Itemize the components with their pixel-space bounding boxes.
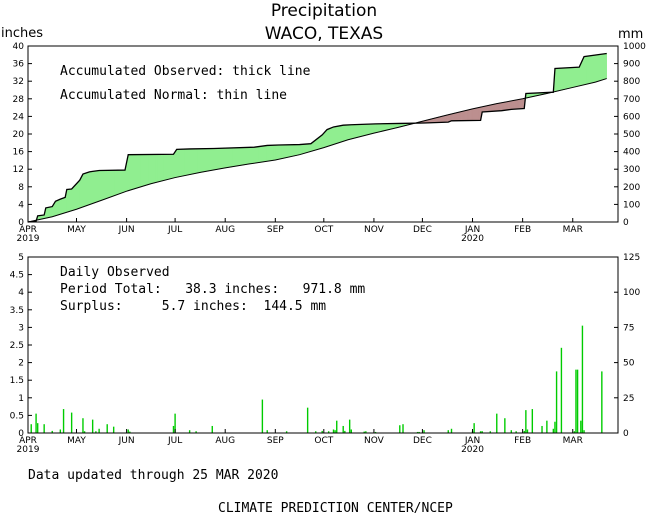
x-month-label: DEC <box>413 225 432 235</box>
x-year-label: 2020 <box>461 445 484 455</box>
right-tick-label: 400 <box>623 148 640 158</box>
right-tick-label: 100 <box>623 288 640 298</box>
x-month-label: DEC <box>413 436 432 446</box>
x-month-label: MAY <box>67 225 86 235</box>
x-month-label: AUG <box>215 436 235 446</box>
right-tick-label: 125 <box>623 253 640 263</box>
right-tick-label: 200 <box>623 183 640 193</box>
right-tick-label: 0 <box>623 429 629 439</box>
left-tick-label: 0 <box>18 429 24 439</box>
x-month-label: OCT <box>314 225 333 235</box>
left-tick-label: 2 <box>18 359 24 369</box>
credit-text: CLIMATE PREDICTION CENTER/NCEP <box>218 501 453 516</box>
x-month-label: APR <box>19 225 37 235</box>
daily-observed-label: Daily Observed <box>60 265 170 280</box>
left-tick-label: 32 <box>13 77 24 87</box>
left-tick-label: 5 <box>18 253 24 263</box>
left-tick-label: 16 <box>13 148 25 158</box>
left-tick-label: 0 <box>18 218 24 228</box>
right-tick-label: 0 <box>623 218 629 228</box>
x-year-label: 2020 <box>461 234 484 244</box>
left-tick-label: 4 <box>18 288 24 298</box>
x-month-label: NOV <box>364 436 385 446</box>
left-tick-label: 40 <box>13 42 25 52</box>
right-tick-label: 100 <box>623 200 640 210</box>
right-tick-label: 1000 <box>623 42 646 52</box>
right-unit-label: mm <box>618 27 643 42</box>
left-tick-label: 4 <box>18 200 24 210</box>
right-tick-label: 900 <box>623 60 640 70</box>
x-month-label: MAY <box>67 436 86 446</box>
surplus-text: Surplus: 5.7 inches: 144.5 mm <box>60 299 326 314</box>
left-tick-label: 8 <box>18 183 24 193</box>
difference-fill <box>604 53 607 80</box>
period-total-text: Period Total: 38.3 inches: 971.8 mm <box>60 282 365 297</box>
left-tick-label: 3 <box>18 323 24 333</box>
x-month-label: JUN <box>118 436 135 446</box>
chart-subtitle: WACO, TEXAS <box>265 24 383 44</box>
right-tick-label: 700 <box>623 95 640 105</box>
observed-line <box>27 52 607 223</box>
x-month-label: MAR <box>563 436 583 446</box>
chart-title: Precipitation <box>271 1 377 21</box>
x-month-label: SEP <box>267 225 284 235</box>
left-tick-label: 3.5 <box>10 306 24 316</box>
x-month-label: JUN <box>118 225 135 235</box>
right-tick-label: 800 <box>623 77 640 87</box>
x-month-label: FEB <box>514 225 531 235</box>
right-tick-label: 600 <box>623 112 640 122</box>
x-month-label: FEB <box>514 436 531 446</box>
data-updated-text: Data updated through 25 MAR 2020 <box>28 468 278 483</box>
right-tick-label: 300 <box>623 165 640 175</box>
left-tick-label: 0.5 <box>10 411 24 421</box>
x-month-label: JUL <box>167 436 182 446</box>
x-month-label: APR <box>19 436 37 446</box>
accumulated-panel: 0481216202428323640010020030040050060070… <box>13 42 647 244</box>
left-tick-label: 24 <box>13 112 25 122</box>
normal-line <box>27 78 607 223</box>
left-tick-label: 1 <box>18 394 24 404</box>
left-tick-label: 12 <box>13 165 24 175</box>
x-month-label: NOV <box>364 225 385 235</box>
left-tick-label: 2.5 <box>10 341 24 351</box>
right-tick-label: 25 <box>623 394 634 404</box>
x-month-label: JAN <box>464 225 480 235</box>
right-tick-label: 50 <box>623 359 635 369</box>
x-month-label: AUG <box>215 225 235 235</box>
left-tick-label: 1.5 <box>10 376 24 386</box>
x-month-label: JUL <box>167 225 182 235</box>
x-year-label: 2019 <box>17 234 40 244</box>
left-tick-label: 4.5 <box>10 271 24 281</box>
left-tick-label: 28 <box>13 95 25 105</box>
annotation-normal: Accumulated Normal: thin line <box>60 88 287 103</box>
x-month-label: OCT <box>314 436 333 446</box>
annotation-observed: Accumulated Observed: thick line <box>60 64 311 79</box>
x-month-label: MAR <box>563 225 583 235</box>
left-tick-label: 20 <box>13 130 25 140</box>
right-tick-label: 500 <box>623 130 640 140</box>
x-month-label: SEP <box>267 436 284 446</box>
left-unit-label: inches <box>1 26 43 41</box>
right-tick-label: 75 <box>623 323 634 333</box>
x-year-label: 2019 <box>17 445 40 455</box>
left-tick-label: 36 <box>13 60 25 70</box>
x-month-label: JAN <box>464 436 480 446</box>
